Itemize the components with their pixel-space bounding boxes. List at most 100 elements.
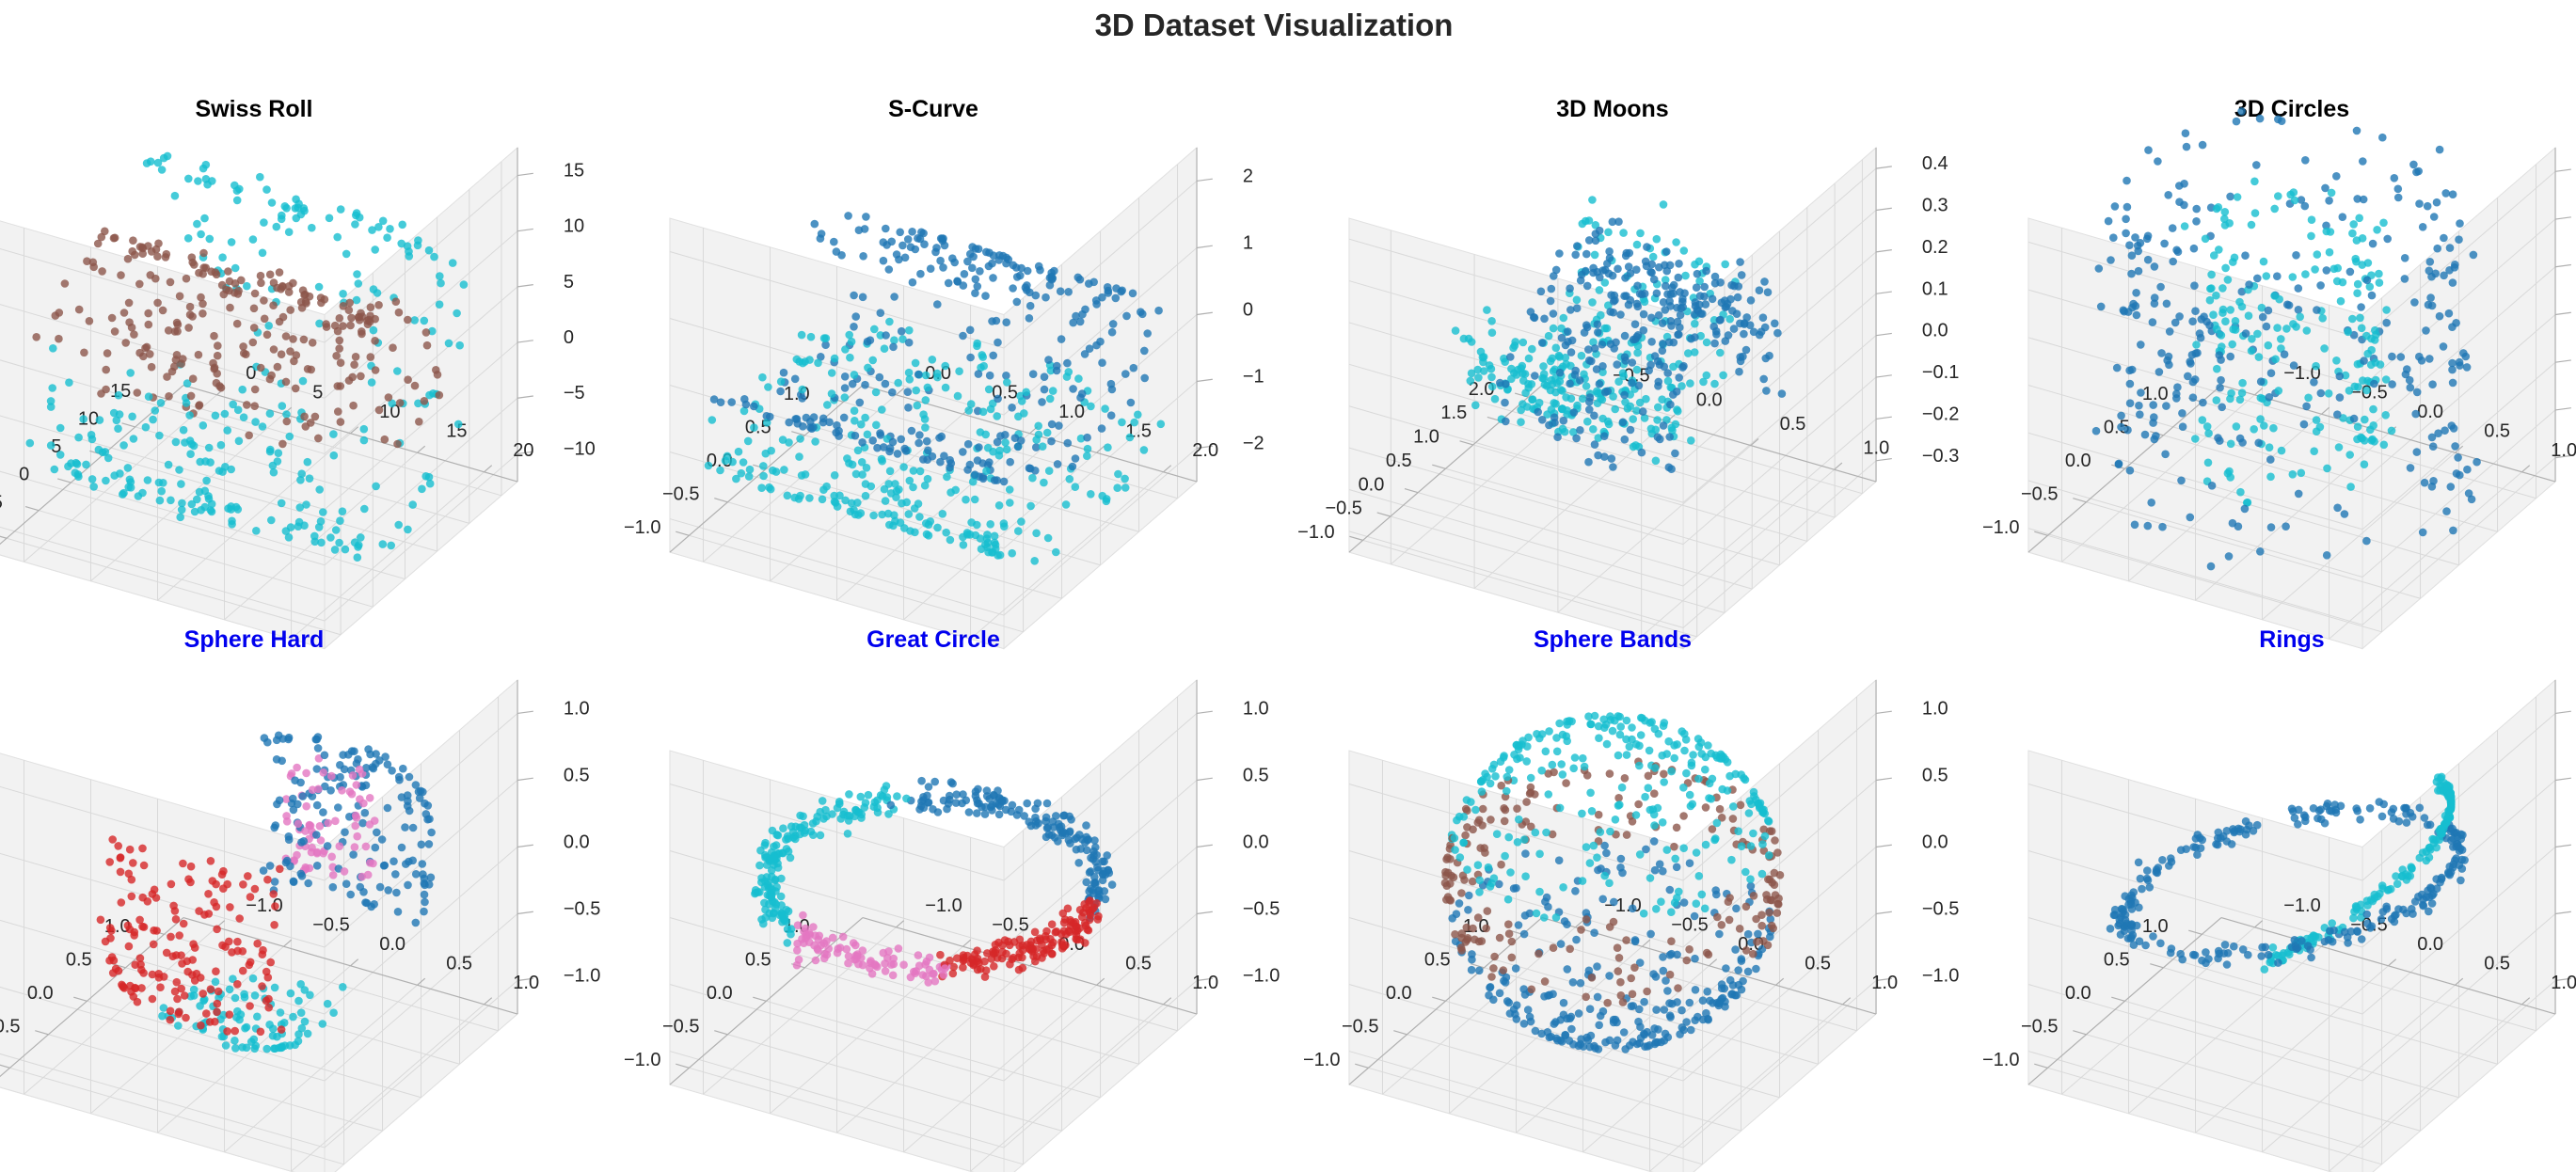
scatter-point	[1721, 1002, 1729, 1011]
scatter-point	[1087, 402, 1095, 411]
scatter-point	[1695, 277, 1704, 286]
scatter-point	[840, 372, 850, 381]
scatter-point	[1566, 348, 1576, 356]
scatter-point	[2120, 307, 2129, 316]
scatter-point	[1081, 305, 1089, 314]
scatter-point	[916, 269, 925, 278]
scatter-point	[2322, 221, 2330, 230]
scatter-point	[2432, 198, 2441, 207]
scatter-point	[116, 853, 125, 862]
scatter-point	[1514, 921, 1523, 929]
scatter-point	[1008, 800, 1017, 810]
scatter-point	[46, 403, 56, 411]
scatter-point	[1668, 999, 1677, 1008]
scatter-point	[286, 306, 295, 314]
scatter-point	[1654, 403, 1662, 412]
z-tick-mark	[2554, 911, 2571, 915]
scatter-point	[1762, 387, 1771, 395]
scatter-point	[200, 486, 210, 496]
scatter-point	[97, 232, 106, 242]
scatter-point	[2425, 355, 2434, 363]
scatter-point	[1583, 417, 1592, 426]
scatter-point	[914, 951, 923, 959]
scatter-point	[1647, 338, 1656, 346]
y-tick-mark	[1709, 958, 1718, 967]
scatter-point	[861, 380, 869, 389]
scatter-point	[2311, 265, 2319, 274]
z-tick-label: 0	[1243, 299, 1253, 320]
scatter-point	[353, 831, 362, 841]
scatter-point	[2388, 380, 2396, 388]
scatter-point	[904, 404, 913, 412]
scatter-point	[2220, 941, 2230, 949]
scatter-point	[182, 399, 191, 407]
scatter-point	[894, 944, 903, 953]
scatter-point	[334, 803, 342, 812]
gridline	[669, 850, 1005, 948]
scatter-point	[2141, 941, 2150, 950]
scatter-point	[1526, 783, 1535, 792]
scatter-point	[2165, 327, 2174, 336]
scatter-point	[946, 455, 954, 465]
scatter-point	[149, 940, 158, 949]
scatter-point	[1608, 726, 1617, 736]
scatter-point	[2235, 434, 2245, 443]
scatter-point	[1616, 310, 1625, 319]
scatter-point	[65, 378, 73, 388]
scatter-point	[1598, 895, 1607, 904]
scatter-point	[1569, 428, 1578, 436]
scatter-point	[876, 429, 884, 437]
scatter-point	[394, 308, 404, 317]
scatter-point	[1768, 879, 1776, 887]
scatter-point	[1620, 435, 1630, 444]
scatter-point	[1628, 990, 1637, 999]
y-tick-mark	[2321, 406, 2330, 415]
scatter-point	[271, 821, 280, 830]
scatter-point	[393, 367, 402, 375]
scatter-point	[319, 808, 327, 816]
z-tick-label: 0.5	[564, 765, 590, 785]
scatter-point	[410, 381, 420, 390]
scatter-point	[2325, 197, 2333, 205]
scatter-point	[2222, 827, 2232, 835]
scatter-point	[358, 327, 366, 336]
scatter-point	[1122, 311, 1131, 321]
scatter-point	[1671, 854, 1679, 863]
scatter-point	[943, 472, 951, 482]
scatter-point	[783, 491, 792, 500]
scatter-point	[1544, 769, 1552, 778]
scatter-point	[276, 1008, 285, 1017]
scatter-point	[941, 361, 949, 371]
scatter-point	[1651, 1037, 1661, 1047]
scatter-point	[1620, 292, 1629, 301]
scatter-point	[767, 893, 775, 901]
y-tick-label: 0.5	[2484, 421, 2510, 442]
scatter-point	[890, 511, 898, 519]
scatter-point	[2362, 910, 2371, 919]
scatter-point	[163, 372, 171, 381]
scatter-point	[2435, 145, 2444, 154]
scatter-point	[1638, 407, 1647, 416]
scatter-point	[2360, 460, 2369, 469]
scatter-point	[248, 974, 258, 983]
scatter-point	[1553, 433, 1562, 442]
scatter-point	[187, 499, 197, 509]
scatter-point	[241, 1023, 249, 1033]
scatter-point	[281, 332, 291, 341]
scatter-point	[880, 785, 889, 794]
scatter-point	[384, 393, 393, 402]
scatter-point	[1732, 904, 1741, 913]
scatter-point	[1650, 724, 1660, 734]
scatter-point	[186, 862, 196, 871]
scatter-point	[94, 445, 103, 454]
scatter-point	[1087, 490, 1095, 499]
x-tick-mark	[676, 531, 690, 536]
scatter-point	[1524, 354, 1534, 363]
scatter-point	[973, 339, 981, 348]
scatter-point	[1005, 941, 1014, 950]
scatter-point	[960, 270, 969, 278]
scatter-point	[953, 391, 962, 401]
x-tick-label: −0.5	[2021, 1016, 2058, 1037]
scatter-point	[1576, 426, 1584, 435]
scatter-point	[453, 420, 463, 429]
